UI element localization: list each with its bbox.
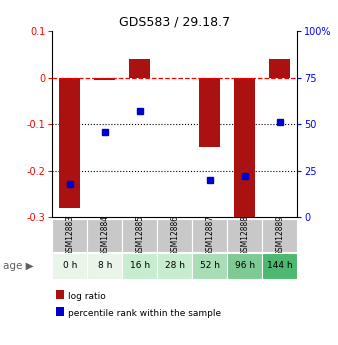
Bar bbox=[158, 253, 192, 279]
Bar bbox=[88, 253, 122, 279]
Text: GSM12889: GSM12889 bbox=[275, 215, 285, 256]
Text: GSM12885: GSM12885 bbox=[136, 215, 144, 256]
Text: 28 h: 28 h bbox=[165, 261, 185, 270]
Text: GSM12887: GSM12887 bbox=[206, 215, 214, 256]
Bar bbox=[262, 253, 297, 279]
Text: GSM12883: GSM12883 bbox=[65, 215, 74, 256]
Bar bbox=[227, 253, 262, 279]
Text: 96 h: 96 h bbox=[235, 261, 255, 270]
Bar bbox=[122, 219, 158, 252]
Text: 8 h: 8 h bbox=[98, 261, 112, 270]
Bar bbox=[192, 253, 227, 279]
Text: 0 h: 0 h bbox=[63, 261, 77, 270]
Title: GDS583 / 29.18.7: GDS583 / 29.18.7 bbox=[119, 16, 231, 29]
Text: GSM12884: GSM12884 bbox=[100, 215, 110, 256]
Bar bbox=[88, 219, 122, 252]
Bar bbox=[94, 78, 115, 80]
Text: 52 h: 52 h bbox=[200, 261, 220, 270]
Text: percentile rank within the sample: percentile rank within the sample bbox=[68, 309, 221, 318]
Bar bbox=[52, 253, 88, 279]
Bar bbox=[192, 219, 227, 252]
Text: log ratio: log ratio bbox=[68, 292, 105, 301]
Bar bbox=[235, 78, 256, 217]
Bar bbox=[158, 219, 192, 252]
Bar bbox=[122, 253, 158, 279]
Text: GSM12888: GSM12888 bbox=[240, 215, 249, 256]
Bar bbox=[227, 219, 262, 252]
Text: GSM12886: GSM12886 bbox=[170, 215, 179, 256]
Bar bbox=[269, 59, 290, 78]
Bar bbox=[52, 219, 88, 252]
Bar bbox=[129, 59, 150, 78]
Text: age ▶: age ▶ bbox=[3, 261, 34, 271]
Bar bbox=[199, 78, 220, 148]
Text: 144 h: 144 h bbox=[267, 261, 293, 270]
Bar bbox=[59, 78, 80, 208]
Bar bbox=[262, 219, 297, 252]
Text: 16 h: 16 h bbox=[130, 261, 150, 270]
